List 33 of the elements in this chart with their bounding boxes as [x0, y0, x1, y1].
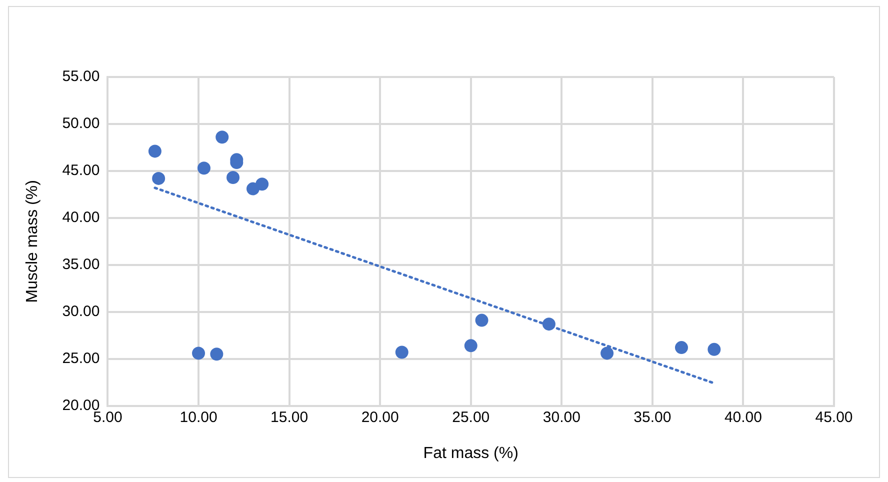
point	[197, 162, 210, 175]
point	[600, 346, 614, 360]
y-tick-label: 50.00	[62, 115, 100, 132]
y-tick-label: 40.00	[62, 209, 100, 226]
x-tick-label: 20.00	[361, 408, 399, 426]
x-tick-label: 15.00	[270, 408, 308, 426]
x-tick-label: 25.00	[452, 408, 490, 426]
y-tick-label: 55.00	[62, 68, 100, 86]
point	[152, 172, 166, 185]
point	[192, 346, 206, 360]
point	[542, 318, 556, 331]
y-tick-label: 25.00	[62, 350, 100, 367]
x-tick-label: 10.00	[180, 408, 218, 426]
point	[674, 341, 688, 354]
point	[226, 171, 240, 184]
point	[210, 348, 224, 361]
y-tick-label: 35.00	[62, 256, 100, 274]
y-tick-label: 45.00	[62, 162, 100, 180]
x-tick-label: 30.00	[542, 408, 580, 426]
point	[475, 314, 488, 327]
x-tick-label: 40.00	[724, 408, 762, 426]
point	[395, 346, 408, 359]
point	[148, 144, 162, 158]
point	[216, 130, 229, 144]
x-tick-label: 35.00	[634, 408, 672, 426]
y-tick-label: 30.00	[62, 303, 100, 320]
x-tick-label: 45.00	[815, 408, 853, 426]
y-axis-title: Muscle mass (%)	[24, 180, 42, 303]
point	[464, 339, 478, 352]
x-axis-title: Fat mass (%)	[423, 444, 518, 462]
point	[708, 342, 721, 356]
point	[256, 178, 269, 191]
x-tick-label: 5.00	[93, 408, 122, 426]
